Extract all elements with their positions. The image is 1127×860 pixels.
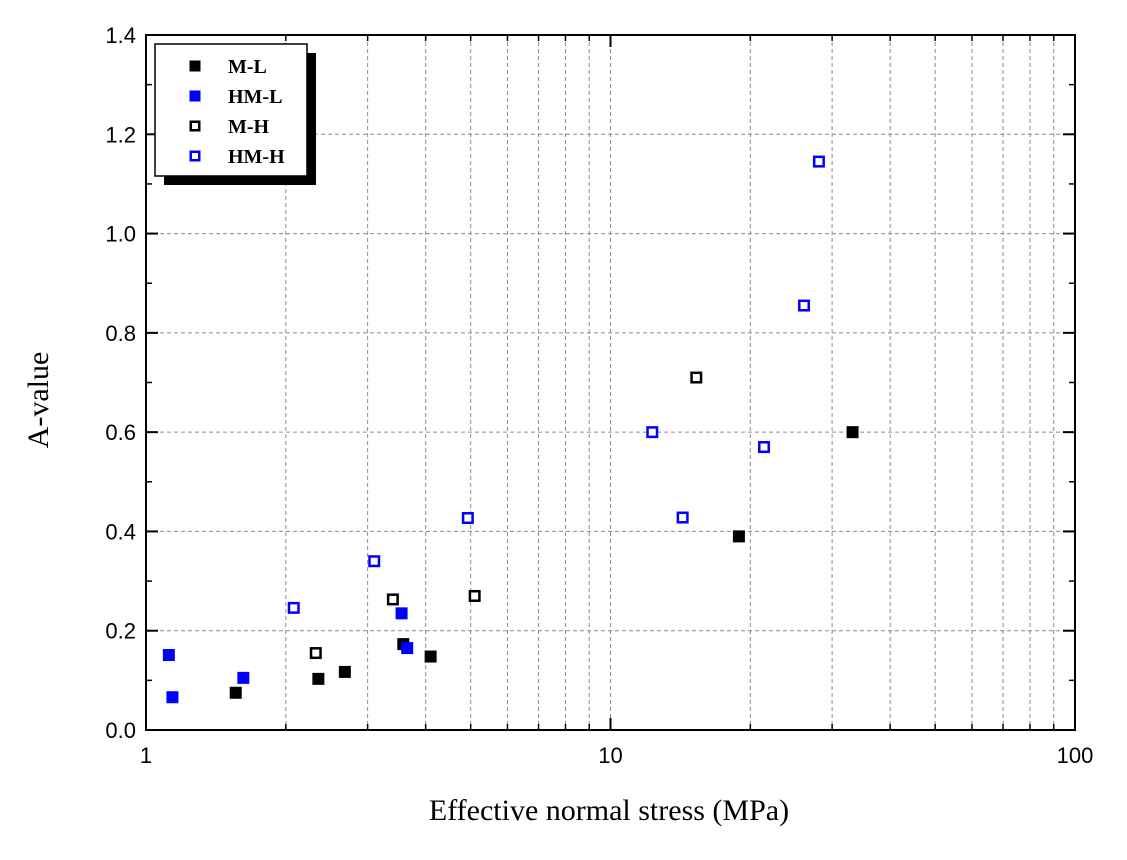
y-tick-label: 0.4 <box>105 519 136 544</box>
y-tick-label: 0.0 <box>105 718 136 743</box>
x-tick-label: 1 <box>140 743 152 768</box>
data-point-m-l <box>312 672 325 685</box>
data-point-hm-l <box>401 642 414 655</box>
legend-label: M-H <box>228 116 270 138</box>
data-point-m-l <box>229 686 242 699</box>
legend: M-L HM-L M-H HM-H <box>154 43 316 185</box>
data-point-hm-l <box>166 691 179 704</box>
y-tick-label: 1.0 <box>105 222 136 247</box>
data-point-m-l <box>338 665 351 678</box>
data-point-hm-h <box>676 511 689 524</box>
y-tick-label: 1.4 <box>105 23 136 48</box>
data-point-hm-l <box>237 671 250 684</box>
x-tick-label: 100 <box>1057 743 1094 768</box>
data-point-m-l <box>732 530 745 543</box>
axes: 1 10 100 0.0 0.2 0.4 0.6 0.8 1.0 1.2 1.4 <box>105 23 1093 768</box>
y-tick-label: 1.2 <box>105 122 136 147</box>
data-point-m-h <box>690 371 703 384</box>
y-tick-label: 0.8 <box>105 321 136 346</box>
legend-marker-hm-l <box>189 90 201 102</box>
legend-box <box>154 43 308 177</box>
data-point-hm-l <box>395 607 408 620</box>
data-point-hm-l <box>162 649 175 662</box>
data-point-hm-h <box>646 426 659 439</box>
data-point-m-l <box>424 650 437 663</box>
legend-marker-m-h <box>189 120 201 132</box>
data-points <box>162 155 859 704</box>
data-point-m-h <box>386 593 399 606</box>
data-point-m-h <box>309 647 322 660</box>
legend-marker-m-l <box>189 60 201 72</box>
legend-label: HM-H <box>228 146 285 168</box>
legend-label: M-L <box>228 56 267 78</box>
data-point-hm-h <box>757 441 770 454</box>
legend-label: HM-L <box>228 86 282 108</box>
data-point-hm-h <box>798 299 811 312</box>
data-point-m-h <box>468 589 481 602</box>
data-point-hm-h <box>368 555 381 568</box>
x-tick-label: 10 <box>598 743 622 768</box>
legend-marker-hm-h <box>189 150 201 162</box>
data-point-hm-h <box>461 512 474 525</box>
grid-lines <box>146 35 1075 730</box>
data-point-hm-h <box>287 601 300 614</box>
x-axis-title: Effective normal stress (MPa) <box>429 794 789 827</box>
y-tick-label: 0.2 <box>105 619 136 644</box>
data-point-m-l <box>846 426 859 439</box>
data-point-hm-h <box>812 155 825 168</box>
y-axis-title: A-value <box>22 352 55 449</box>
y-tick-label: 0.6 <box>105 420 136 445</box>
